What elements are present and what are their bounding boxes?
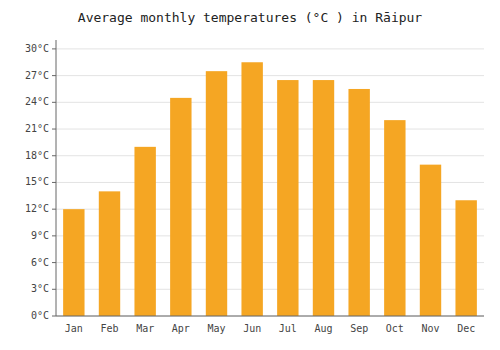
x-tick-label: Oct — [386, 323, 404, 334]
bar — [455, 200, 476, 316]
bar — [420, 165, 441, 316]
y-tick — [52, 48, 56, 49]
bar — [134, 147, 155, 316]
bar — [277, 80, 298, 316]
y-tick — [52, 102, 56, 103]
grid-line — [56, 155, 484, 156]
chart: 0°C 3°C 6°C 9°C 12°C 15°C 18°C 21°C 24°C 27°C 30°C… — [0, 0, 500, 350]
y-tick — [52, 316, 56, 317]
y-tick — [52, 235, 56, 236]
bar — [206, 71, 227, 316]
grid-line — [56, 48, 484, 49]
y-axis: 0°C 3°C 6°C 9°C 12°C 15°C 18°C 21°C 24°C 27°C 30°C — [25, 43, 56, 321]
y-tick — [52, 75, 56, 76]
y-tick-label: 9°C — [31, 230, 49, 241]
x-tick-label: Mar — [136, 323, 154, 334]
bar — [63, 209, 84, 316]
y-tick-label: 6°C — [31, 257, 49, 268]
y-tick — [52, 155, 56, 156]
bar — [241, 62, 262, 316]
grid-line — [56, 129, 484, 130]
bars — [63, 62, 477, 316]
x-tick-label: Jan — [65, 323, 83, 334]
grid-line — [56, 102, 484, 103]
y-tick-label: 24°C — [25, 96, 49, 107]
x-tick-label: Jun — [243, 323, 261, 334]
grid-line — [56, 316, 484, 317]
x-axis: Jan Feb Mar Apr May Jun Jul Aug Sep Oct Nov Dec — [65, 323, 475, 334]
y-axis-line — [56, 40, 57, 316]
y-tick-label: 0°C — [31, 310, 49, 321]
title: Average monthly temperatures (°C ) in Rā… — [78, 10, 423, 25]
y-tick-label: 30°C — [25, 43, 49, 54]
x-tick-label: Apr — [172, 323, 190, 334]
x-tick-label: Feb — [100, 323, 118, 334]
x-tick-label: Jul — [279, 323, 297, 334]
y-tick — [52, 129, 56, 130]
chart-container: 0°C 3°C 6°C 9°C 12°C 15°C 18°C 21°C 24°C 27°C 30°C… — [0, 0, 500, 350]
x-tick-label: Aug — [314, 323, 332, 334]
x-tick-label: Sep — [350, 323, 368, 334]
y-tick-label: 21°C — [25, 123, 49, 134]
x-tick-label: Nov — [421, 323, 439, 334]
y-tick-label: 12°C — [25, 203, 49, 214]
bar — [384, 120, 405, 316]
bar — [313, 80, 334, 316]
x-axis-line — [56, 316, 484, 317]
grid — [56, 49, 484, 316]
grid-line — [56, 75, 484, 76]
bar — [99, 191, 120, 316]
y-tick-label: 18°C — [25, 150, 49, 161]
y-tick-label: 3°C — [31, 283, 49, 294]
bar — [170, 98, 191, 316]
y-tick — [52, 209, 56, 210]
x-tick-label: May — [207, 323, 225, 334]
y-tick-label: 27°C — [25, 70, 49, 81]
y-tick — [52, 182, 56, 183]
y-tick — [52, 289, 56, 290]
x-tick-label: Dec — [457, 323, 475, 334]
y-tick-label: 15°C — [25, 176, 49, 187]
y-tick — [52, 262, 56, 263]
bar — [348, 89, 369, 316]
